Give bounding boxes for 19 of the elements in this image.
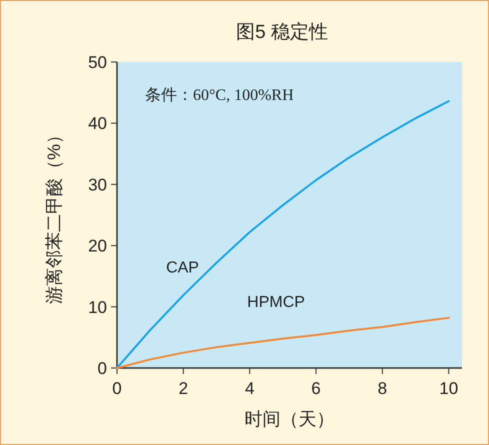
- line-series: [116, 316, 450, 369]
- y-tick-label: 0: [98, 359, 107, 378]
- x-tick-label: 0: [112, 379, 122, 398]
- series-label: HPMCP: [247, 294, 305, 311]
- y-tick-label: 30: [88, 175, 107, 194]
- x-tick-label: 8: [378, 379, 388, 398]
- y-axis-title: 游离邻苯二甲酸（%）: [44, 126, 64, 304]
- x-axis-title: 时间（天）: [244, 409, 334, 429]
- series-label: CAP: [166, 260, 199, 277]
- annotation: 条件：60°C, 100%RH: [145, 87, 294, 104]
- x-tick-label: 6: [311, 379, 321, 398]
- y-tick-label: 50: [88, 53, 107, 72]
- x-tick-label: 2: [178, 379, 188, 398]
- chart-title: 图5 稳定性: [236, 21, 328, 43]
- y-tick-label: 10: [88, 298, 107, 317]
- x-tick-label: 10: [439, 379, 458, 398]
- y-tick-label: 20: [88, 236, 107, 256]
- x-tick-label: 4: [244, 379, 254, 398]
- y-tick-label: 40: [88, 114, 107, 134]
